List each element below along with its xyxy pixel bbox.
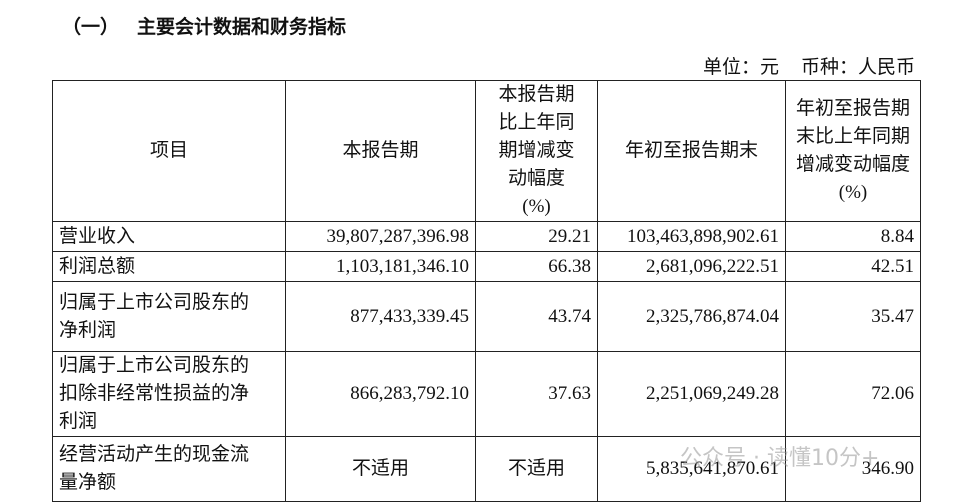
value-cell: 866,283,792.10: [285, 351, 476, 437]
header-text: 年初至报告期末: [624, 140, 758, 161]
header-cell: 本报告期: [285, 80, 476, 222]
data-row: 营业收入 39,807,287,396.98 29.21 103,463,898,90…: [52, 221, 921, 252]
value-cell: 2,681,096,222.51: [597, 251, 786, 282]
cell-text: 2,325,786,874.04: [646, 305, 779, 327]
cell-text: 72.06: [871, 383, 914, 404]
value-cell: 不适用: [475, 436, 598, 502]
value-cell: 不适用: [285, 436, 476, 502]
cell-text: 1,103,181,346.10: [336, 255, 469, 277]
row-label: 归属于上市公司股东的扣除非经常性损益的净利润: [52, 351, 286, 437]
row-label: 营业收入: [52, 221, 286, 252]
cell-text: 66.38: [548, 255, 591, 277]
cell-text: 8.84: [880, 225, 914, 247]
cell-text: 43.74: [548, 305, 591, 327]
cell-text: 877,433,339.45: [350, 305, 469, 327]
section-number: （一）: [62, 16, 120, 38]
value-cell: 346.90: [785, 436, 921, 502]
header-cell: 年初至报告期末比上年同期增减变动幅度(%): [785, 80, 921, 222]
value-cell: 2,325,786,874.04: [597, 281, 786, 352]
cell-text: 归属于上市公司股东的净利润: [59, 291, 250, 341]
header-cell: 年初至报告期末: [597, 80, 786, 222]
data-row: 归属于上市公司股东的净利润 877,433,339.45 43.74 2,325,78…: [52, 281, 921, 352]
cell-text: 346.90: [861, 458, 914, 479]
cell-text: 39,807,287,396.98: [326, 225, 470, 247]
cell-text: 37.63: [548, 383, 591, 404]
value-cell: 66.38: [475, 251, 598, 282]
cell-text: 2,251,069,249.28: [646, 383, 779, 404]
header-text: 本报告期比上年同期增减变动幅度(%): [498, 84, 575, 217]
row-label: 利润总额: [52, 251, 286, 282]
financial-table: 项目 本报告期 本报告期比上年同期增减变动幅度(%) 年初至报告期末 年初至报告期末比上…: [52, 80, 921, 502]
data-row: 利润总额 1,103,181,346.10 66.38 2,681,096,222.5…: [52, 251, 921, 282]
value-cell: 5,835,641,870.61: [597, 436, 786, 502]
value-cell: 103,463,898,902.61: [597, 221, 786, 252]
cell-text: 不适用: [351, 458, 409, 479]
cell-text: 29.21: [548, 225, 591, 247]
watermark: 公众号 · 读懂10分+: [680, 446, 880, 471]
section-title: 主要会计数据和财务指标: [137, 16, 347, 38]
cell-text: 营业收入: [59, 225, 136, 247]
cell-text: 利润总额: [59, 255, 136, 277]
cell-text: 5,835,641,870.61: [646, 458, 779, 479]
data-row: 经营活动产生的现金流量净额 不适用 不适用 5,835,641,870.61 346.9…: [52, 436, 921, 502]
header-row: 项目 本报告期 本报告期比上年同期增减变动幅度(%) 年初至报告期末 年初至报告期末比上…: [52, 80, 921, 222]
value-cell: 1,103,181,346.10: [285, 251, 476, 282]
value-cell: 35.47: [785, 281, 921, 352]
row-label: 归属于上市公司股东的净利润: [52, 281, 286, 352]
row-label: 经营活动产生的现金流量净额: [52, 436, 286, 502]
cell-text: 归属于上市公司股东的扣除非经常性损益的净利润: [59, 355, 250, 432]
section-heading: （一） 主要会计数据和财务指标: [62, 12, 364, 39]
value-cell: 877,433,339.45: [285, 281, 476, 352]
value-cell: 37.63: [475, 351, 598, 437]
header-text: 年初至报告期末比上年同期增减变动幅度(%): [795, 98, 910, 203]
header-text: 本报告期: [342, 140, 419, 161]
value-cell: 43.74: [475, 281, 598, 352]
value-cell: 29.21: [475, 221, 598, 252]
cell-text: 不适用: [507, 458, 565, 479]
value-cell: 72.06: [785, 351, 921, 437]
cell-text: 103,463,898,902.61: [627, 225, 779, 247]
cell-text: 866,283,792.10: [350, 383, 469, 404]
value-cell: 42.51: [785, 251, 921, 282]
data-row: 归属于上市公司股东的扣除非经常性损益的净利润 866,283,792.10 37.6…: [52, 351, 921, 437]
cell-text: 2,681,096,222.51: [646, 255, 779, 277]
header-text: 项目: [149, 140, 188, 161]
unit-text: 币种：人民币: [800, 57, 915, 78]
cell-text: 42.51: [871, 255, 914, 277]
cell-text: 35.47: [871, 305, 914, 327]
value-cell: 39,807,287,396.98: [285, 221, 476, 252]
value-cell: 8.84: [785, 221, 921, 252]
unit-line: 单位：元 币种：人民币: [681, 52, 915, 79]
header-cell: 本报告期比上年同期增减变动幅度(%): [475, 80, 598, 222]
cell-text: 经营活动产生的现金流量净额: [59, 444, 250, 493]
unit-text: 单位：元: [702, 57, 779, 78]
header-cell: 项目: [52, 80, 286, 222]
value-cell: 2,251,069,249.28: [597, 351, 786, 437]
